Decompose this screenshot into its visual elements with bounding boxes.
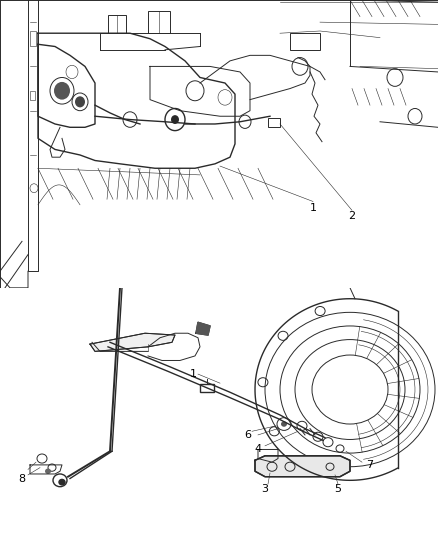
Text: 1: 1	[190, 369, 197, 379]
Circle shape	[54, 82, 70, 100]
Circle shape	[171, 115, 179, 124]
Text: 6: 6	[244, 430, 251, 440]
Text: 1: 1	[310, 203, 317, 213]
Bar	[30, 31, 36, 46]
Text: 2: 2	[349, 211, 356, 221]
Text: 3: 3	[261, 484, 268, 495]
Bar	[30, 91, 35, 100]
Circle shape	[59, 479, 65, 485]
Circle shape	[281, 421, 287, 427]
Bar	[290, 33, 320, 50]
Text: 8: 8	[18, 473, 25, 483]
Bar	[148, 11, 170, 33]
Text: 5: 5	[335, 484, 342, 495]
Text: 7: 7	[367, 460, 374, 470]
Bar	[200, 384, 214, 392]
Text: 4: 4	[254, 445, 261, 455]
Circle shape	[75, 96, 85, 107]
Polygon shape	[90, 333, 175, 351]
Polygon shape	[255, 456, 350, 477]
Bar	[108, 15, 126, 33]
Circle shape	[45, 469, 51, 474]
Polygon shape	[196, 322, 210, 335]
Bar	[268, 118, 280, 127]
